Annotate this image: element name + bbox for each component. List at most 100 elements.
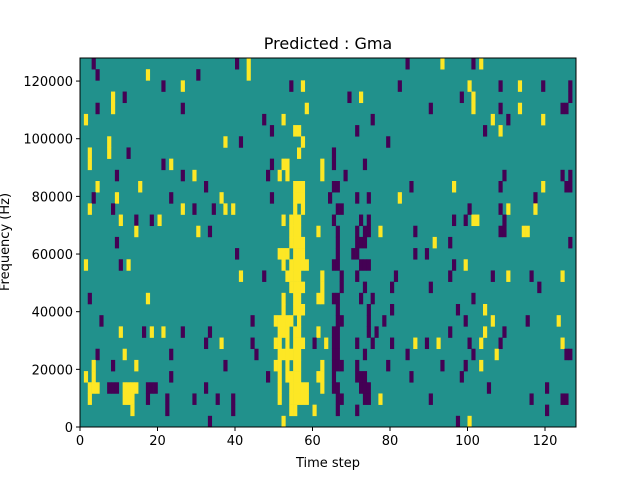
heatmap-cell-low bbox=[529, 393, 534, 405]
heatmap-cell-high bbox=[320, 371, 325, 383]
heatmap-cell-low bbox=[452, 259, 457, 271]
heatmap-cell-high bbox=[91, 371, 96, 383]
heatmap-cell-high bbox=[289, 270, 294, 282]
heatmap-cell-low bbox=[339, 359, 344, 372]
heatmap-cell-low bbox=[347, 91, 352, 104]
heatmap-cell-high bbox=[560, 337, 565, 350]
heatmap-cell-low bbox=[355, 270, 360, 282]
heatmap-cell-high bbox=[126, 259, 131, 271]
x-tick-label: 80 bbox=[382, 434, 399, 449]
heatmap-cell-high bbox=[475, 214, 480, 227]
heatmap-cell-high bbox=[91, 359, 96, 372]
heatmap-cell-high bbox=[289, 236, 294, 249]
heatmap-cell-high bbox=[281, 315, 286, 327]
heatmap-cell-high bbox=[145, 69, 151, 81]
heatmap-cell-high bbox=[297, 225, 302, 238]
heatmap-cell-high bbox=[316, 225, 321, 238]
x-tick-label: 20 bbox=[149, 434, 166, 449]
heatmap-cell-low bbox=[424, 337, 430, 350]
heatmap-cell-high bbox=[192, 169, 197, 182]
heatmap-cell-low bbox=[359, 382, 364, 394]
heatmap-cell-high bbox=[413, 337, 418, 350]
heatmap-cell-low bbox=[235, 58, 240, 70]
heatmap-cell-high bbox=[161, 326, 166, 338]
heatmap-cell-low bbox=[560, 393, 565, 405]
heatmap-cell-high bbox=[467, 80, 472, 92]
heatmap-cell-low bbox=[339, 393, 344, 405]
heatmap-cell-high bbox=[300, 181, 306, 193]
heatmap-cell-high bbox=[300, 248, 306, 260]
heatmap-cell-low bbox=[359, 259, 364, 271]
heatmap-cell-low bbox=[149, 214, 154, 227]
heatmap-cell-high bbox=[300, 393, 306, 405]
heatmap-cell-low bbox=[269, 192, 275, 204]
heatmap-cell-low bbox=[564, 348, 569, 361]
heatmap-cell-low bbox=[339, 315, 344, 327]
heatmap-cell-low bbox=[471, 292, 476, 305]
heatmap-cell-high bbox=[479, 337, 484, 350]
y-axis: 0 20000 40000 60000 80000 100000 120000 bbox=[23, 75, 80, 436]
heatmap-cell-high bbox=[320, 158, 325, 171]
heatmap-cell-high bbox=[126, 393, 131, 405]
heatmap-cell-high bbox=[297, 270, 302, 282]
heatmap-cell-low bbox=[95, 348, 100, 361]
heatmap-cell-low bbox=[111, 382, 116, 394]
heatmap-cell-low bbox=[339, 270, 344, 282]
heatmap-cell-low bbox=[459, 371, 464, 383]
heatmap-cell-low bbox=[463, 214, 468, 227]
heatmap-cell-low bbox=[331, 337, 337, 350]
heatmap-cell-high bbox=[289, 315, 294, 327]
heatmap-cell-high bbox=[196, 225, 201, 238]
heatmap-cell-low bbox=[463, 315, 468, 327]
heatmap-cell-high bbox=[312, 404, 317, 417]
heatmap-cell-low bbox=[537, 281, 542, 294]
heatmap-cell-high bbox=[300, 136, 306, 148]
heatmap-cell-high bbox=[293, 371, 298, 383]
heatmap-cell-high bbox=[87, 382, 92, 394]
heatmap-cell-low bbox=[448, 326, 453, 338]
heatmap-cell-low bbox=[393, 270, 399, 282]
heatmap-cell-high bbox=[297, 259, 302, 271]
heatmap-cell-low bbox=[498, 80, 503, 92]
heatmap-cell-high bbox=[436, 337, 441, 350]
heatmap-cell-high bbox=[285, 348, 290, 361]
x-tick-label: 120 bbox=[533, 434, 558, 449]
x-tick-label: 60 bbox=[304, 434, 321, 449]
heatmap-cell-low bbox=[463, 359, 468, 372]
heatmap-cell-high bbox=[281, 259, 286, 271]
heatmap-cell-high bbox=[111, 102, 116, 115]
heatmap-cell-low bbox=[204, 181, 209, 193]
heatmap-cell-high bbox=[134, 225, 139, 238]
heatmap-cell-low bbox=[370, 292, 375, 305]
heatmap-cell-high bbox=[277, 393, 282, 405]
heatmap-cell-low bbox=[95, 69, 100, 81]
heatmap-cell-low bbox=[362, 348, 368, 361]
heatmap-cell-low bbox=[390, 304, 395, 316]
y-tick-label: 0 bbox=[65, 421, 73, 436]
heatmap-cell-high bbox=[297, 292, 302, 305]
heatmap-cell-low bbox=[355, 236, 360, 249]
heatmap-cell-low bbox=[359, 292, 364, 305]
heatmap-cell-high bbox=[320, 292, 325, 305]
heatmap-cell-low bbox=[366, 315, 371, 327]
heatmap-cell-high bbox=[289, 348, 294, 361]
heatmap-cell-high bbox=[293, 125, 298, 137]
heatmap-cell-high bbox=[180, 203, 185, 215]
heatmap-cell-high bbox=[118, 326, 123, 338]
heatmap-cell-high bbox=[293, 203, 298, 215]
heatmap-cell-low bbox=[362, 281, 368, 294]
heatmap-cell-high bbox=[285, 315, 290, 327]
x-axis: 0 20 40 60 80 100 120 bbox=[76, 427, 558, 449]
heatmap-cell-high bbox=[111, 91, 116, 104]
x-axis-label: Time step bbox=[295, 456, 360, 471]
heatmap-cell-high bbox=[130, 404, 135, 417]
heatmap-cell-high bbox=[316, 371, 321, 383]
heatmap-cell-low bbox=[382, 315, 387, 327]
heatmap-cell-low bbox=[91, 58, 96, 70]
heatmap-cell-low bbox=[560, 169, 565, 182]
heatmap-cell-low bbox=[331, 371, 337, 383]
heatmap-cell-low bbox=[180, 169, 185, 182]
heatmap-cell-low bbox=[335, 393, 340, 405]
heatmap-cell-low bbox=[335, 181, 340, 193]
heatmap-cell-high bbox=[289, 214, 294, 227]
